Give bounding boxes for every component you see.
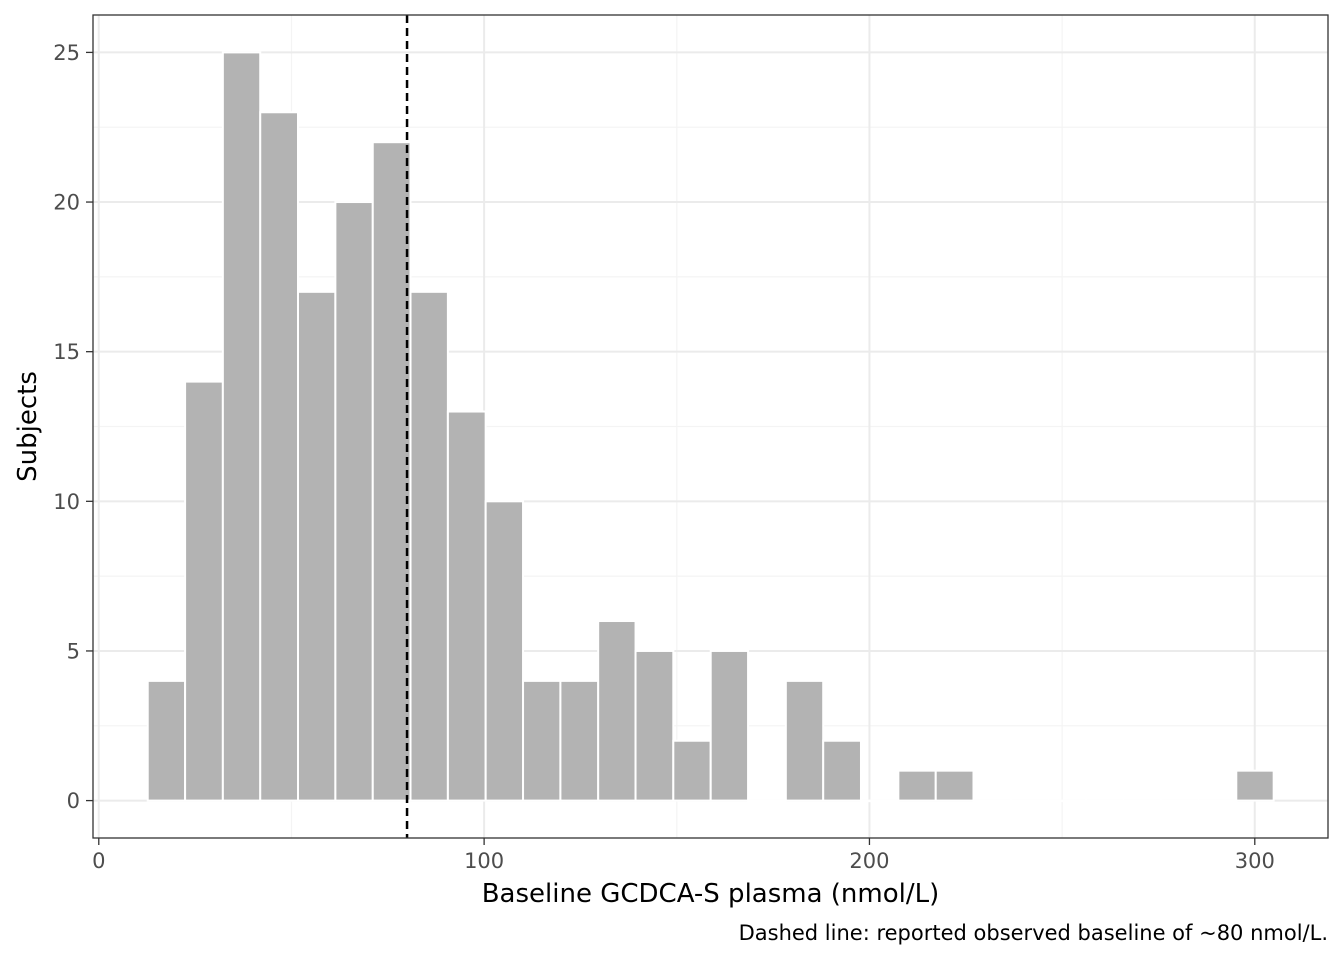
y-tick-label: 5 — [67, 639, 80, 663]
histogram-bar — [1009, 799, 1050, 803]
x-tick-label: 0 — [92, 849, 105, 873]
histogram-bar — [559, 679, 600, 802]
histogram-bar — [409, 290, 449, 802]
y-axis-title: Subjects — [13, 371, 43, 482]
histogram-bar — [184, 380, 224, 802]
histogram-bar — [672, 739, 712, 802]
histogram-bar — [221, 51, 262, 802]
chart-caption: Dashed line: reported observed baseline … — [739, 921, 1328, 945]
histogram-bar — [1047, 799, 1088, 803]
y-tick-label: 0 — [67, 789, 80, 813]
histogram-bar — [446, 410, 487, 802]
x-tick-label: 200 — [849, 849, 889, 873]
y-tick-label: 20 — [53, 191, 80, 215]
histogram-bar — [334, 201, 374, 802]
y-axis-ticks: 0 5 10 15 20 25 — [53, 41, 93, 813]
x-axis-title: Baseline GCDCA-S plasma (nmol/L) — [482, 879, 940, 909]
y-tick-label: 15 — [53, 340, 80, 364]
histogram-bar — [634, 649, 675, 802]
histogram-bar — [934, 769, 975, 802]
histogram-bar — [859, 799, 900, 803]
histogram-bar — [1160, 799, 1200, 803]
y-tick-label: 10 — [53, 490, 80, 514]
x-axis-ticks: 0 100 200 300 — [92, 838, 1275, 873]
histogram-bar — [296, 290, 337, 802]
x-tick-label: 300 — [1235, 849, 1275, 873]
histogram-bar — [897, 769, 937, 802]
histogram-bar — [784, 679, 825, 802]
bars — [146, 51, 1275, 803]
y-tick-label: 25 — [53, 41, 80, 65]
panel-border — [92, 14, 1329, 839]
histogram-bar — [597, 620, 637, 802]
histogram-bar — [709, 649, 750, 802]
histogram-bar — [371, 141, 412, 802]
histogram-bar — [1235, 769, 1275, 802]
x-tick-label: 100 — [464, 849, 504, 873]
histogram-bar — [1085, 799, 1125, 803]
histogram-bar — [972, 799, 1012, 803]
histogram-bar — [747, 799, 787, 803]
histogram-bar — [484, 500, 525, 802]
histogram-bar — [1122, 799, 1163, 803]
histogram-bar — [1197, 799, 1238, 803]
histogram-bar — [822, 739, 862, 802]
histogram-bar — [259, 111, 299, 802]
histogram-bar — [522, 679, 562, 802]
histogram-bar — [146, 679, 187, 802]
